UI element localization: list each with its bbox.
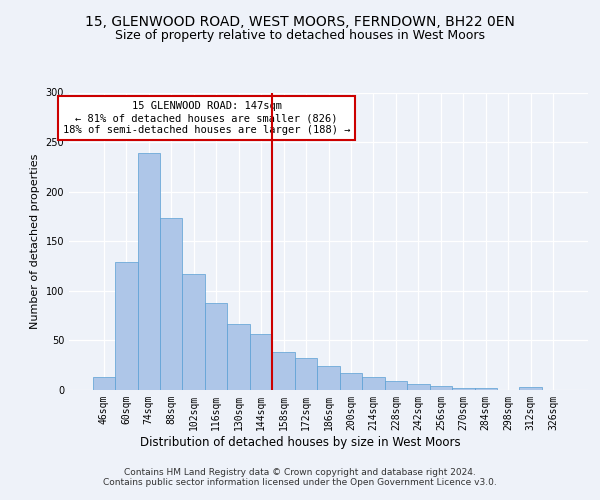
Text: 15 GLENWOOD ROAD: 147sqm
← 81% of detached houses are smaller (826)
18% of semi-: 15 GLENWOOD ROAD: 147sqm ← 81% of detach… [63,102,350,134]
Bar [340,373,362,390]
Bar [227,324,250,390]
Bar [137,153,160,390]
Bar [92,377,115,390]
Bar [475,388,497,390]
Bar [407,384,430,390]
Bar [272,352,295,390]
Bar [520,387,542,390]
Bar [250,334,272,390]
Bar [317,366,340,390]
Bar [430,386,452,390]
Bar [115,262,137,390]
Text: Contains HM Land Registry data © Crown copyright and database right 2024.: Contains HM Land Registry data © Crown c… [124,468,476,477]
Text: Size of property relative to detached houses in West Moors: Size of property relative to detached ho… [115,28,485,42]
Bar [295,358,317,390]
Bar [182,274,205,390]
Bar [362,377,385,390]
Y-axis label: Number of detached properties: Number of detached properties [30,154,40,329]
Text: Contains public sector information licensed under the Open Government Licence v3: Contains public sector information licen… [103,478,497,487]
Bar [452,388,475,390]
Bar [160,218,182,390]
Text: Distribution of detached houses by size in West Moors: Distribution of detached houses by size … [140,436,460,449]
Text: 15, GLENWOOD ROAD, WEST MOORS, FERNDOWN, BH22 0EN: 15, GLENWOOD ROAD, WEST MOORS, FERNDOWN,… [85,16,515,30]
Bar [385,381,407,390]
Bar [205,302,227,390]
